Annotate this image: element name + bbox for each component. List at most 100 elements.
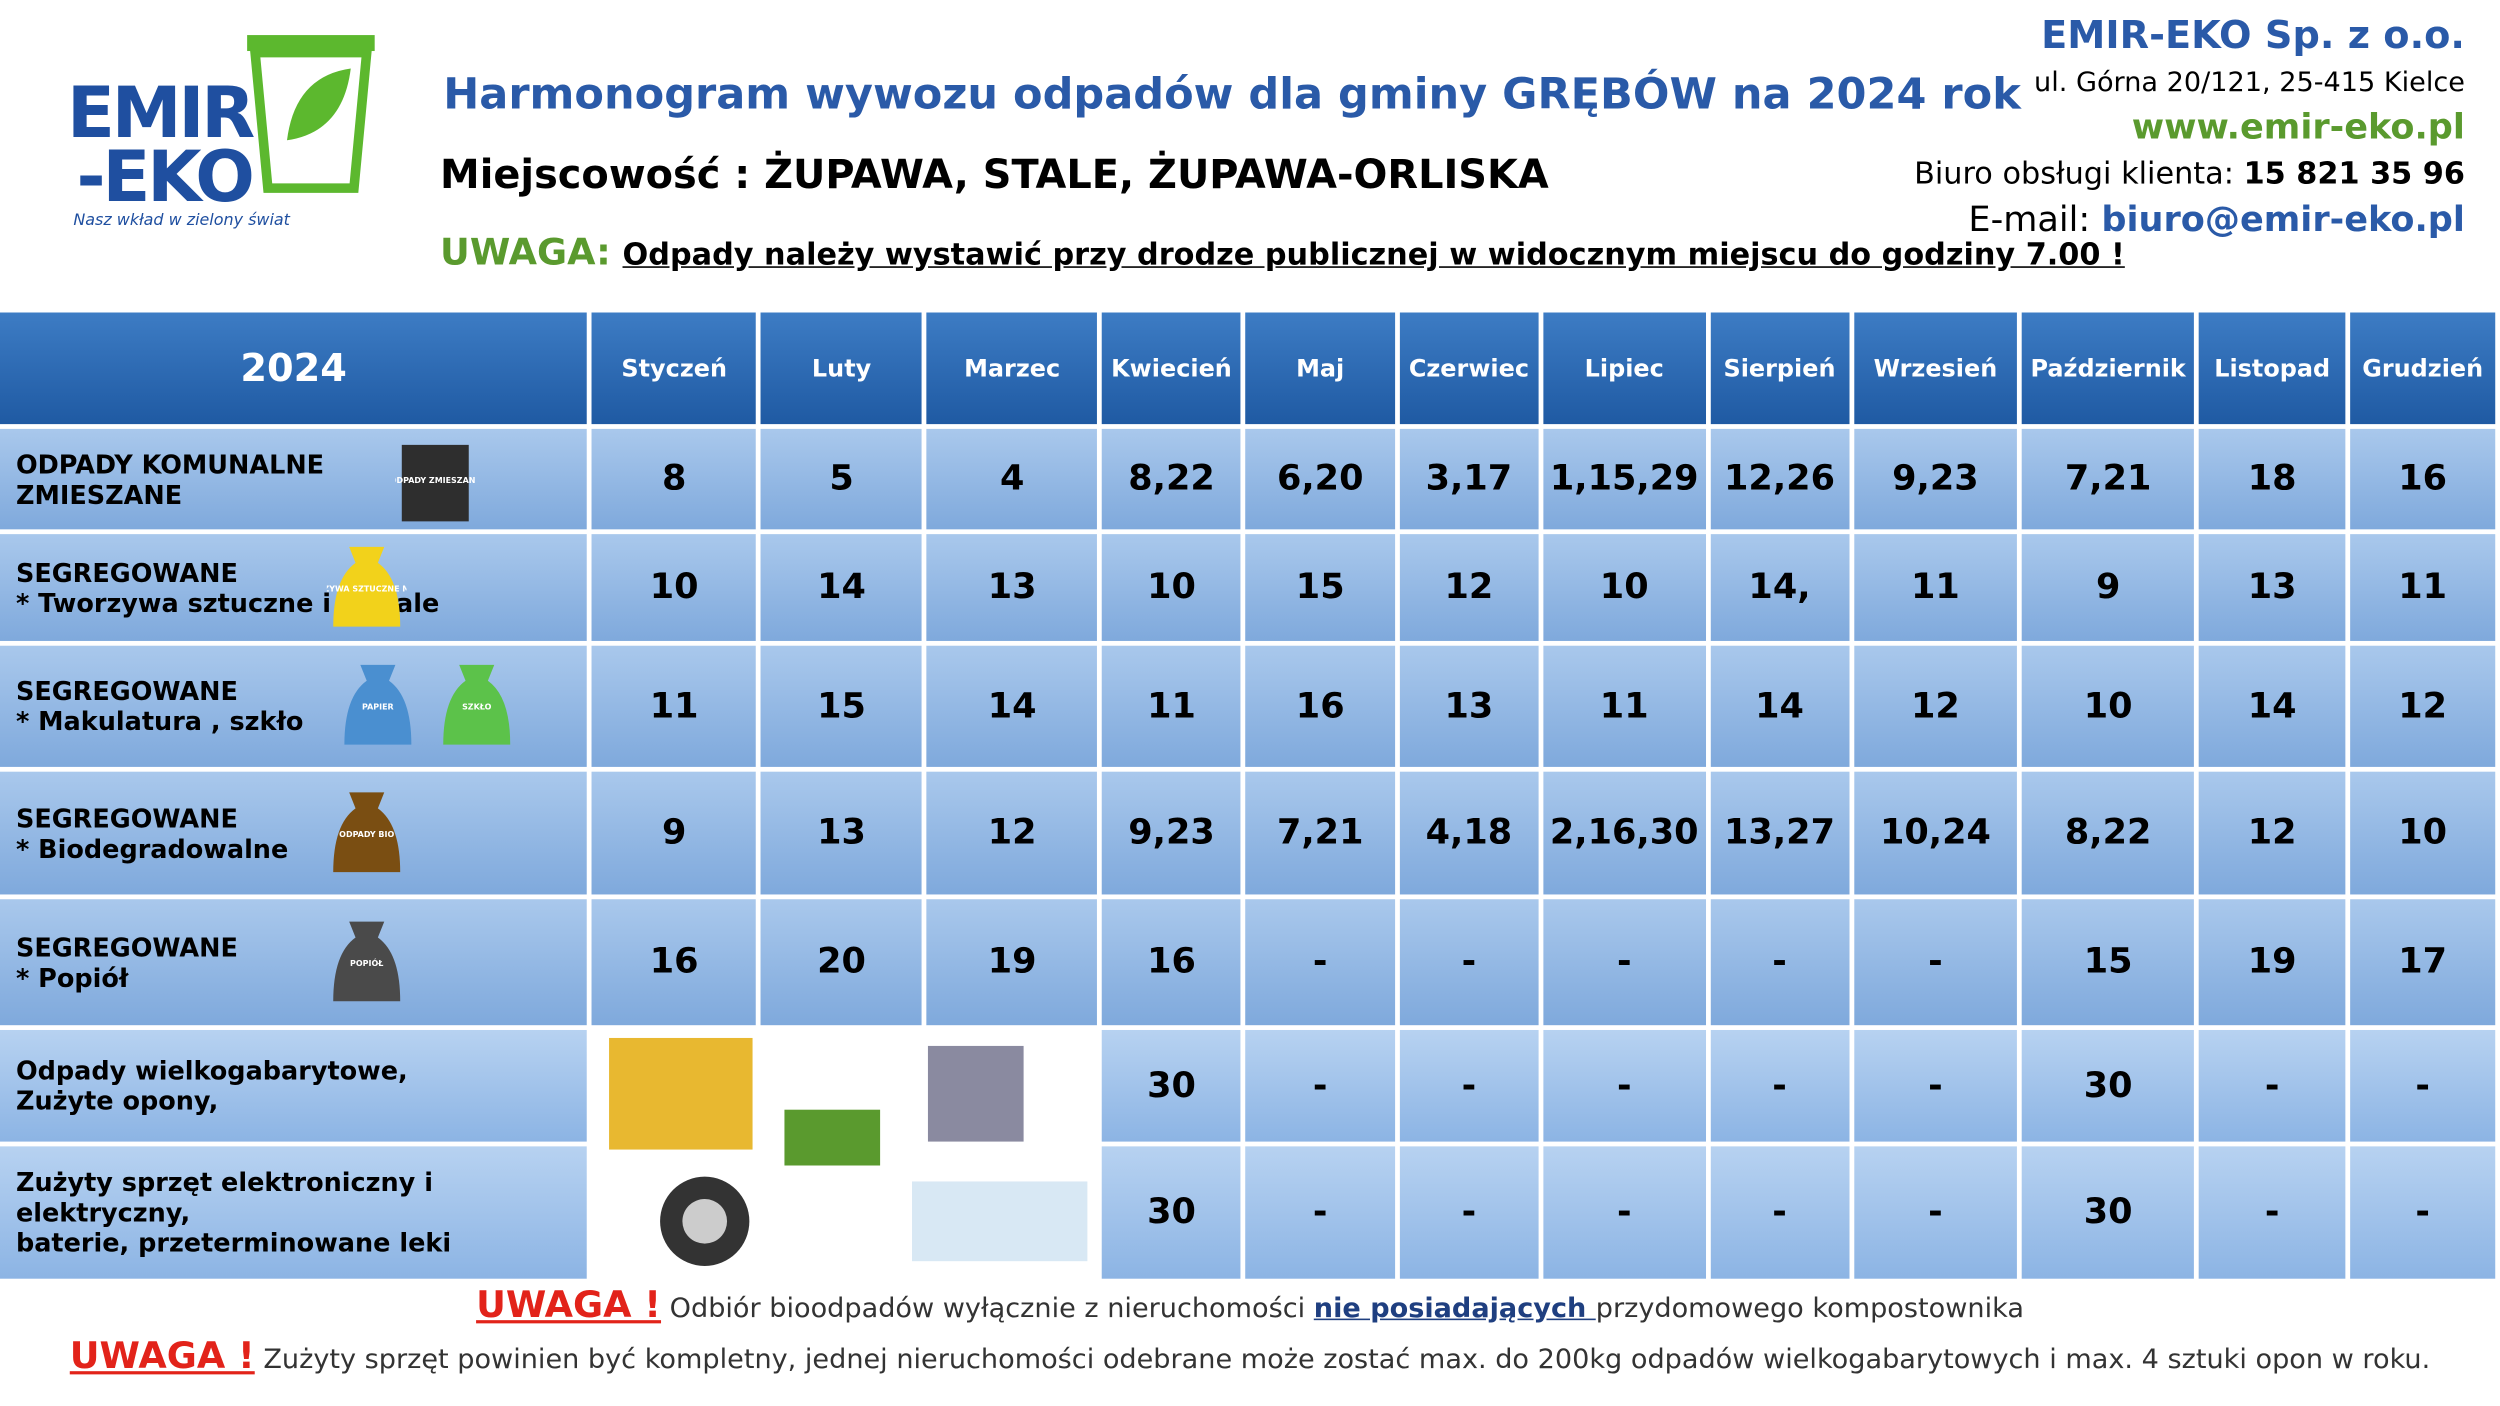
bin-label: POPIÓŁ xyxy=(350,956,383,967)
date-cell: 5 xyxy=(761,428,923,530)
date-cell: 15 xyxy=(2022,899,2195,1026)
schedule-table: 2024 Styczeń Luty Marzec Kwiecień Maj Czerwiec… xyxy=(0,308,2500,1284)
row: SEGREGOWANE * Makulatura , szkło PAPIER SZK… xyxy=(0,645,2496,767)
month: Styczeń xyxy=(592,312,757,425)
bin-label: PAPIER xyxy=(362,703,394,712)
label-line: SEGREGOWANE xyxy=(15,557,238,588)
date-cell: 12,26 xyxy=(1710,428,1849,530)
date-cell: 12 xyxy=(1853,645,2018,767)
row: SEGREGOWANE* Tworzywa sztuczne i metaleT… xyxy=(0,534,2496,641)
logo-tagline: Nasz wkład w zielony świat xyxy=(73,212,290,230)
date-cell: - xyxy=(1853,1029,2018,1143)
label-line: Zużyty sprzęt elektroniczny i elektryczn… xyxy=(15,1167,433,1228)
date-cell: 6,20 xyxy=(1245,428,1395,530)
month: Luty xyxy=(761,312,923,425)
date-cell: 10 xyxy=(592,534,757,641)
date-cell: 14 xyxy=(926,645,1098,767)
date-cell: - xyxy=(1542,899,1706,1026)
month: Kwiecień xyxy=(1102,312,1241,425)
date-cell: - xyxy=(2350,1146,2496,1279)
warning-text: Odpady należy wystawić przy drodze publi… xyxy=(622,237,2125,273)
date-cell: 30 xyxy=(1102,1146,1241,1279)
row-label: SEGREGOWANE * Popiół POPIÓŁ xyxy=(0,899,588,1026)
month: Listopad xyxy=(2198,312,2346,425)
date-cell: 10,24 xyxy=(1853,771,2018,895)
date-cell: 13 xyxy=(2198,534,2346,641)
date-cell: - xyxy=(1853,1146,2018,1279)
date-cell: 12 xyxy=(926,771,1098,895)
date-cell: 2,16,30 xyxy=(1542,771,1706,895)
email: E-mail: biuro@emir-eko.pl xyxy=(1968,201,2465,241)
label-line: * Tworzywa sztuczne i metale xyxy=(15,587,440,618)
shape xyxy=(682,1198,727,1244)
month: Marzec xyxy=(926,312,1098,425)
date-cell: 11 xyxy=(1853,534,2018,641)
date-cell: 4 xyxy=(926,428,1098,530)
note-label: UWAGA ! xyxy=(69,1336,255,1378)
note-text: Odbiór bioodpadów wyłącznie z nieruchomo… xyxy=(669,1293,1314,1325)
date-cell: 12 xyxy=(2350,645,2496,767)
logo-text: EMIR xyxy=(66,73,255,155)
label-line: Zużyte opony, xyxy=(15,1086,219,1117)
date-cell: 3,17 xyxy=(1399,428,1539,530)
header-row: 2024 Styczeń Luty Marzec Kwiecień Maj Czerwiec… xyxy=(0,312,2496,425)
date-cell: - xyxy=(1542,1146,1706,1279)
website[interactable]: www.emir-eko.pl xyxy=(2131,108,2465,149)
date-cell: 15 xyxy=(1245,534,1395,641)
date-cell: 10 xyxy=(1102,534,1241,641)
row-label: SEGREGOWANE * Makulatura , szkło PAPIER SZK… xyxy=(0,645,588,767)
bag xyxy=(333,546,401,626)
row-label: SEGREGOWANE * Biodegradowalne ODPADY BIO xyxy=(0,771,588,895)
date-cell: 30 xyxy=(2022,1029,2195,1143)
date-cell: - xyxy=(2198,1029,2346,1143)
date-cell: 16 xyxy=(2350,428,2496,530)
date-cell: - xyxy=(1245,899,1395,1026)
shape xyxy=(608,1037,753,1150)
date-cell: 30 xyxy=(2022,1146,2195,1279)
date-cell: 10 xyxy=(1542,534,1706,641)
date-cell: - xyxy=(1399,899,1539,1026)
date-cell: 19 xyxy=(2198,899,2346,1026)
date-cell: 8,22 xyxy=(1102,428,1241,530)
date-cell: 11 xyxy=(592,645,757,767)
date-cell: 30 xyxy=(1102,1029,1241,1143)
bin-icon: PAPIER xyxy=(344,664,412,745)
date-cell: - xyxy=(1542,1029,1706,1143)
date-cell: 10 xyxy=(2022,645,2195,767)
row-label: SEGREGOWANE* Tworzywa sztuczne i metaleT… xyxy=(0,534,588,641)
date-cell: 11 xyxy=(1102,645,1241,767)
date-cell: 12 xyxy=(2198,771,2346,895)
date-cell: 12 xyxy=(1399,534,1539,641)
phone-label: Biuro obsługi klienta: xyxy=(1914,156,2234,192)
label-line: SEGREGOWANE xyxy=(15,676,238,707)
note-text: Zużyty sprzęt powinien być kompletny, je… xyxy=(263,1344,2431,1376)
bag xyxy=(333,791,401,872)
bin-icon: TWORZYWA SZTUCZNE METALE xyxy=(327,546,407,626)
date-cell: 4,18 xyxy=(1399,771,1539,895)
date-cell: 10 xyxy=(2350,771,2496,895)
date-cell: 9,23 xyxy=(1102,771,1241,895)
label-line: * Popiół xyxy=(15,962,129,993)
month: Grudzień xyxy=(2350,312,2496,425)
date-cell: - xyxy=(1399,1146,1539,1279)
label-line: ZMIESZANE xyxy=(15,479,183,510)
shape xyxy=(784,1109,880,1166)
phone-number: 15 821 35 96 xyxy=(2243,156,2465,192)
date-cell: 16 xyxy=(1245,645,1395,767)
date-cell: 19 xyxy=(926,899,1098,1026)
date-cell: - xyxy=(2198,1146,2346,1279)
email-address[interactable]: biuro@emir-eko.pl xyxy=(2101,200,2465,241)
row: SEGREGOWANE * Biodegradowalne ODPADY BIO 9 1… xyxy=(0,771,2496,895)
label-line: ODPADY KOMUNALNE xyxy=(15,448,325,480)
note: UWAGA ! Zużyty sprzęt powinien być kompl… xyxy=(0,1336,2500,1377)
date-cell: 11 xyxy=(1542,645,1706,767)
warning: UWAGA: Odpady należy wystawić przy drodz… xyxy=(440,233,2125,274)
bin-icon: ODPADY ZMIESZANE xyxy=(395,444,475,521)
note: UWAGA ! Odbiór bioodpadów wyłącznie z ni… xyxy=(0,1285,2500,1326)
date-cell: 1,15,29 xyxy=(1542,428,1706,530)
note-text: nie posiadających xyxy=(1313,1293,1596,1325)
